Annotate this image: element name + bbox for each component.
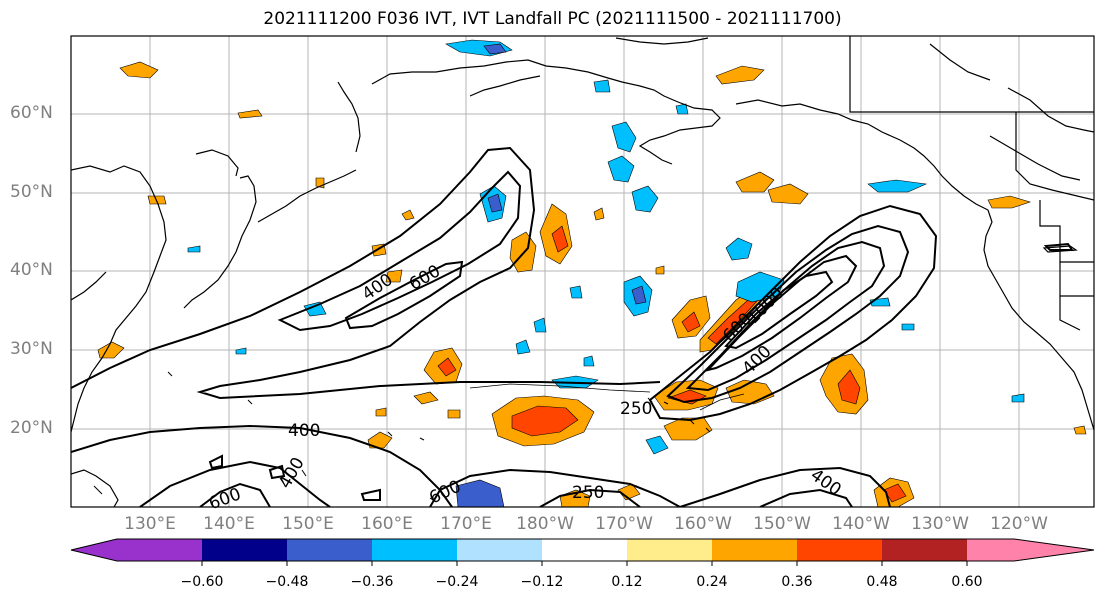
- lon-label: 130°E: [124, 514, 176, 534]
- map-title: 2021111200 F036 IVT, IVT Landfall PC (20…: [263, 9, 842, 29]
- map-frame: [70, 35, 1095, 508]
- lat-label: 30°N: [10, 339, 53, 359]
- colorbar-tick-label: 0.24: [696, 574, 728, 590]
- colorbar-extend-low: [71, 539, 118, 561]
- colorbar-segment: [457, 539, 543, 561]
- map-area: [71, 36, 1094, 507]
- colorbar-tick-label: −0.60: [180, 574, 224, 590]
- contour-label: 250: [572, 483, 604, 503]
- colorbar-segment: [202, 539, 288, 561]
- lon-label: 170°E: [440, 514, 492, 534]
- lon-label: 130°W: [911, 514, 969, 534]
- ivt-contours: [71, 146, 1074, 507]
- lat-label: 50°N: [10, 182, 53, 202]
- lon-label: 140°E: [203, 514, 255, 534]
- colorbar: [70, 538, 1095, 566]
- colorbar-segment: [117, 539, 203, 561]
- coastlines: [71, 36, 1094, 507]
- pc-contour-lines: [469, 383, 745, 411]
- colorbar-ticks: [201, 561, 968, 566]
- lat-label: 20°N: [10, 418, 53, 438]
- lon-label: 180°W: [516, 514, 574, 534]
- lon-label: 140°W: [832, 514, 890, 534]
- lon-label: 150°E: [282, 514, 334, 534]
- colorbar-tick-label: −0.36: [350, 574, 394, 590]
- contour-label: 250: [620, 399, 652, 419]
- lon-label: 120°W: [990, 514, 1048, 534]
- negative-pc-shading: [187, 39, 1025, 507]
- colorbar-segment: [627, 539, 713, 561]
- colorbar-tick-label: 0.60: [951, 574, 983, 590]
- contour-label: 400: [288, 421, 320, 441]
- lon-label: 160°E: [361, 514, 413, 534]
- lat-label: 60°N: [10, 103, 53, 123]
- lat-label: 40°N: [10, 260, 53, 280]
- colorbar-segment: [882, 539, 968, 561]
- lon-label: 170°W: [595, 514, 653, 534]
- colorbar-tick-label: 0.36: [781, 574, 813, 590]
- colorbar-tick-label: −0.24: [435, 574, 479, 590]
- colorbar-segment: [797, 539, 883, 561]
- colorbar-segment: [372, 539, 458, 561]
- lon-label: 160°W: [674, 514, 732, 534]
- colorbar-segment: [287, 539, 373, 561]
- colorbar-extend-high: [1014, 539, 1094, 561]
- lon-label: 150°W: [753, 514, 811, 534]
- colorbar-segment: [542, 539, 628, 561]
- colorbar-segment: [967, 539, 1015, 561]
- colorbar-segment: [712, 539, 798, 561]
- colorbar-tick-label: 0.12: [611, 574, 643, 590]
- colorbar-tick-label: 0.48: [866, 574, 898, 590]
- colorbar-tick-label: −0.12: [520, 574, 564, 590]
- colorbar-outline: [70, 538, 1095, 562]
- colorbar-tick-label: −0.48: [265, 574, 309, 590]
